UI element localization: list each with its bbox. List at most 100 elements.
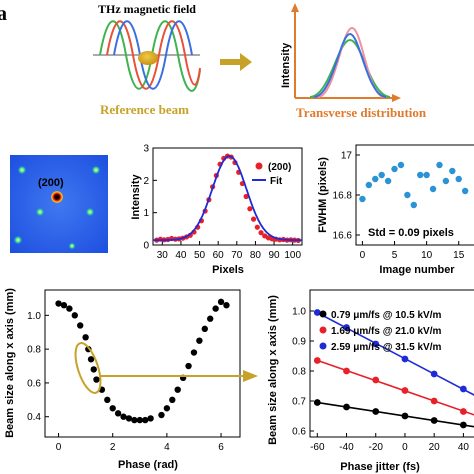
- x-tick-label: -40: [339, 442, 354, 453]
- y-tick-label: 0.6: [292, 427, 306, 438]
- x-axis-label: Phase jitter (fs): [340, 461, 420, 473]
- y-tick-label: 0.8: [27, 345, 41, 356]
- y-axis-label: Beam size along x axis (mm): [4, 288, 16, 438]
- intensity-profile-chart: 30 40 50 60 70 80 90 100 0 1 2 3 Pixels Intensity (…: [130, 144, 303, 276]
- beam-size-point: [217, 298, 225, 306]
- data-point-series-1: [343, 403, 350, 411]
- data-point-series-2: [313, 357, 321, 364]
- bragg-spot: [91, 165, 101, 175]
- y-axis-label: FWHM (pixels): [317, 157, 329, 233]
- fwhm-point: [442, 177, 450, 185]
- beam-size-point: [114, 410, 122, 417]
- data-point-series-3: [372, 340, 380, 348]
- plot-frame: [309, 289, 474, 438]
- fit-line: [153, 155, 302, 241]
- legend-marker-200: [255, 162, 263, 170]
- fwhm-point: [449, 167, 456, 175]
- fwhm-point: [404, 191, 411, 199]
- y-tick-label: 2: [143, 176, 149, 187]
- fwhm-point: [417, 171, 424, 179]
- data-point-series-1: [372, 408, 380, 415]
- std-annotation: Std = 0.09 pixels: [368, 227, 454, 239]
- fwhm-chart: 0 5 10 15 16.6 16.8 17 Image number FWHM (pixe…: [317, 144, 474, 276]
- beam-size-point: [125, 415, 133, 422]
- fwhm-point: [359, 195, 366, 203]
- bragg-spot-200: [50, 190, 64, 204]
- bragg-spot: [17, 165, 27, 175]
- data-point-series-1: [430, 417, 438, 424]
- legend-marker-series-2: [319, 326, 327, 334]
- connecting-arrowhead: [243, 370, 258, 382]
- x-tick-label: 6: [218, 442, 224, 453]
- y-axis-label: Beam size along x axis (mm): [267, 295, 279, 445]
- y-tick-label: 0.6: [27, 378, 41, 389]
- legend: 0.79 μm/fs @ 10.5 kV/m 1.69 μm/fs @ 21.0…: [319, 310, 441, 353]
- beam-size-point: [90, 366, 97, 373]
- fwhm-point: [365, 181, 373, 189]
- y-tick-label: 0.9: [292, 337, 306, 348]
- beam-size-point: [71, 312, 78, 319]
- x-axis-arrowhead: [392, 94, 401, 102]
- data-point-series-2: [343, 367, 350, 375]
- y-tick-label: 0.4: [27, 412, 41, 423]
- legend-marker-series-1: [319, 310, 327, 318]
- legend-label-series-2: 1.69 μm/fs @ 21.0 kV/m: [331, 326, 441, 337]
- x-tick-label: 4: [164, 442, 170, 453]
- curve-green: [309, 38, 391, 98]
- wave-blue: [113, 20, 193, 90]
- beam-size-point: [190, 349, 198, 356]
- legend-label-series-3: 2.59 μm/fs @ 31.5 kV/m: [331, 342, 441, 353]
- legend-marker-series-3: [319, 342, 327, 350]
- beam-size-point: [60, 302, 68, 309]
- electron-bunch: [138, 51, 158, 65]
- curve-blue: [313, 32, 387, 98]
- beam-size-vs-phase-chart: 0 2 4 6 0.4 0.6 0.8 1.0 Phase (rad) Beam size a…: [4, 288, 241, 471]
- x-tick-label: 0: [56, 442, 62, 453]
- distribution-ylabel: Intensity: [280, 42, 292, 88]
- x-tick-label: 90: [269, 250, 281, 261]
- y-tick-label: 1.0: [27, 311, 41, 322]
- y-tick-label: 16.8: [333, 191, 353, 202]
- wave-red: [106, 20, 201, 90]
- fwhm-point: [429, 185, 437, 193]
- beam-size-point: [201, 325, 208, 333]
- data-point-series-3: [430, 370, 438, 378]
- beam-size-point: [174, 386, 181, 393]
- beam-size-vs-jitter-chart: -60 -40 -20 0 20 40 0.6 0.7 0.8 0.9 1.0 Phase jitt…: [267, 289, 474, 473]
- panel-label: a: [0, 3, 7, 25]
- data-point-200: [254, 224, 260, 230]
- fwhm-point: [378, 171, 385, 179]
- y-tick-label: 1.0: [292, 307, 306, 318]
- x-tick-label: 40: [458, 442, 470, 453]
- beam-size-point: [104, 396, 111, 404]
- y-tick-label: 17: [341, 151, 353, 162]
- transverse-label: Transverse distribution: [296, 105, 427, 120]
- data-point-series-1: [313, 399, 321, 406]
- beam-size-point: [223, 302, 230, 309]
- x-tick-label: -60: [310, 442, 325, 453]
- fwhm-point: [391, 165, 398, 173]
- beam-size-point: [196, 337, 203, 344]
- spot-label: (200): [38, 177, 64, 189]
- plot-frame: [152, 147, 303, 246]
- bragg-spot: [35, 207, 45, 217]
- beam-size-point: [131, 416, 138, 424]
- beam-size-point: [158, 411, 165, 419]
- data-point-series-2: [372, 376, 380, 384]
- x-tick-label: -20: [369, 442, 384, 453]
- beam-size-point: [77, 322, 84, 329]
- x-tick-label: 40: [175, 250, 187, 261]
- beam-size-point: [120, 413, 127, 420]
- beam-size-point: [142, 416, 149, 424]
- data-point-series-2: [430, 397, 438, 405]
- beam-size-point: [207, 315, 214, 322]
- bragg-spot: [13, 235, 23, 245]
- y-tick-label: 0.8: [292, 367, 306, 378]
- y-tick-label: 0.7: [292, 397, 306, 408]
- x-tick-label: 30: [157, 250, 169, 261]
- y-tick-label: 0: [143, 241, 149, 252]
- y-tick-label: 3: [143, 144, 149, 155]
- beam-size-point: [169, 396, 176, 404]
- x-axis-label: Image number: [379, 264, 455, 276]
- schematic: THz magnetic field Reference beam Intens…: [93, 2, 427, 120]
